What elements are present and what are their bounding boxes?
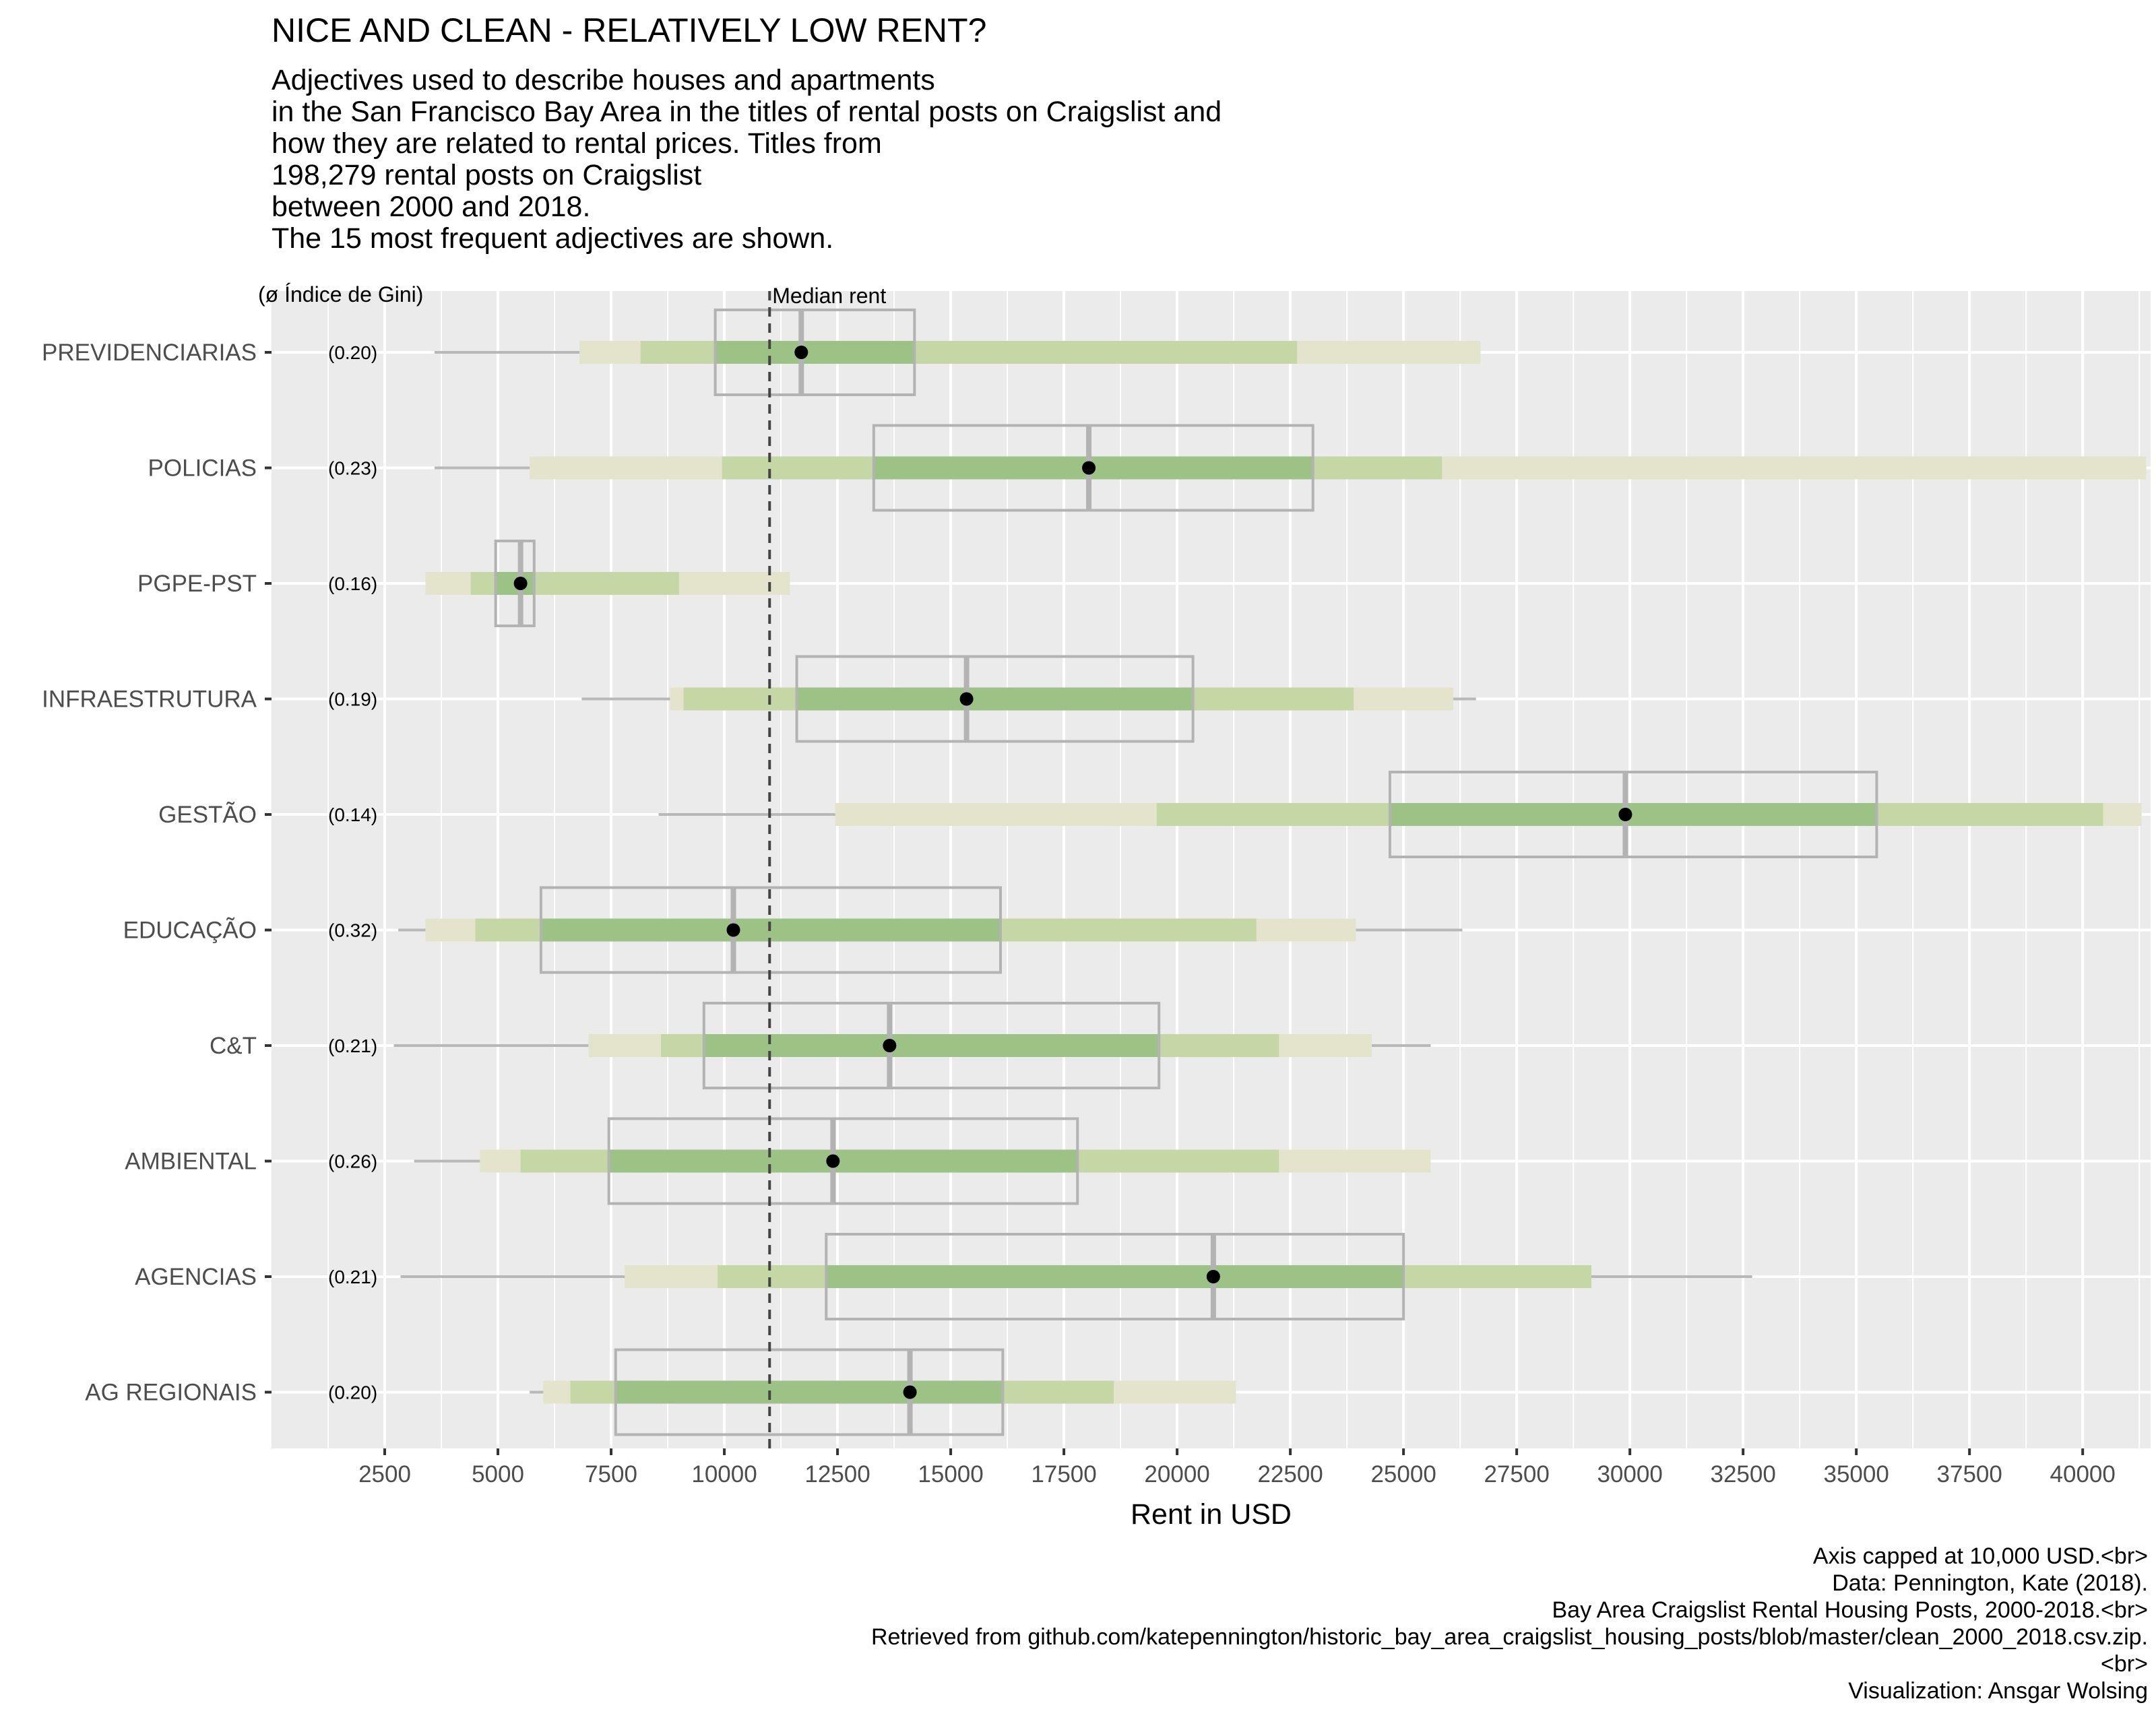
- median-point: [726, 923, 740, 937]
- box-outline: [825, 1233, 1405, 1320]
- box-outline: [702, 1002, 1161, 1089]
- category-label: AGENCIAS: [135, 1264, 257, 1290]
- x-tick-label: 40000: [2050, 1461, 2116, 1487]
- category-label: PGPE-PST: [137, 571, 257, 597]
- median-point: [794, 346, 808, 359]
- band-inner: [796, 687, 1193, 711]
- caption-line: Axis capped at 10,000 USD.<br>: [1813, 1543, 2148, 1569]
- x-tick-label: 25000: [1370, 1461, 1436, 1487]
- category-label: EDUCAÇÃO: [123, 918, 257, 944]
- category-label: GESTÃO: [158, 802, 257, 828]
- x-tick-label: 5000: [472, 1461, 524, 1487]
- category-label: PREVIDENCIARIAS: [42, 340, 257, 366]
- x-tick-label: 2500: [358, 1461, 411, 1487]
- band-inner: [608, 1149, 1078, 1173]
- x-tick-label: 37500: [1937, 1461, 2002, 1487]
- box-outline: [872, 424, 1314, 512]
- caption-line: <br>: [2101, 1651, 2148, 1677]
- box-outline: [714, 309, 916, 396]
- x-tick-label: 22500: [1257, 1461, 1323, 1487]
- chart-subtitle-line: 198,279 rental posts on Craigslist: [272, 159, 701, 191]
- box-outline: [614, 1348, 1005, 1436]
- caption-line: Retrieved from github.com/katepennington…: [871, 1624, 2148, 1650]
- box-outline: [795, 655, 1195, 743]
- median-point: [513, 577, 528, 590]
- caption-line: Data: Pennington, Kate (2018).: [1832, 1570, 2148, 1596]
- x-tick-label: 10000: [691, 1461, 757, 1487]
- median-point: [1618, 808, 1632, 821]
- x-tick-label: 7500: [585, 1461, 637, 1487]
- x-tick-label: 27500: [1484, 1461, 1549, 1487]
- x-tick-label: 17500: [1031, 1461, 1096, 1487]
- chart-title: NICE AND CLEAN - RELATIVELY LOW RENT?: [272, 11, 986, 49]
- median-rent-label: Median rent: [772, 284, 886, 308]
- gini-value: (0.19): [328, 689, 377, 710]
- chart-subtitle-line: The 15 most frequent adjectives are show…: [272, 222, 833, 255]
- caption-line: Visualization: Ansgar Wolsing: [1848, 1678, 2148, 1704]
- chart-subtitle-line: in the San Francisco Bay Area in the tit…: [272, 96, 1222, 128]
- band-inner: [826, 1265, 1404, 1288]
- caption-line: Bay Area Craigslist Rental Housing Posts…: [1552, 1597, 2149, 1623]
- gini-header: (ø Índice de Gini): [258, 282, 423, 307]
- x-tick-label: 12500: [804, 1461, 870, 1487]
- median-point: [959, 692, 974, 706]
- x-tick-label: 35000: [1824, 1461, 1889, 1487]
- x-tick-label: 20000: [1144, 1461, 1209, 1487]
- gini-value: (0.21): [328, 1035, 377, 1056]
- median-point: [903, 1385, 917, 1399]
- chart-subtitle-line: Adjectives used to describe houses and a…: [272, 64, 935, 96]
- category-label: AG REGIONAIS: [85, 1380, 257, 1406]
- chart-subtitle-line: how they are related to rental prices. T…: [272, 127, 882, 160]
- gini-value: (0.32): [328, 920, 377, 941]
- x-tick-label: 30000: [1597, 1461, 1662, 1487]
- gini-value: (0.16): [328, 573, 377, 594]
- box-outline: [494, 540, 536, 627]
- gini-value: (0.14): [328, 804, 377, 825]
- chart-subtitle-line: between 2000 and 2018.: [272, 191, 590, 223]
- box-outline: [607, 1117, 1079, 1205]
- median-point: [826, 1154, 840, 1168]
- category-label: POLICIAS: [148, 455, 257, 482]
- x-tick-label: 15000: [918, 1461, 983, 1487]
- median-point: [1206, 1270, 1220, 1283]
- band-inner: [715, 341, 915, 364]
- category-label: INFRAESTRUTURA: [42, 686, 257, 713]
- gini-value: (0.20): [328, 342, 377, 363]
- gini-value: (0.21): [328, 1267, 377, 1287]
- band-inner: [1389, 803, 1877, 826]
- category-label: AMBIENTAL: [125, 1149, 257, 1175]
- x-tick-label: 32500: [1710, 1461, 1775, 1487]
- gini-value: (0.23): [328, 458, 377, 479]
- band-inner: [615, 1380, 1003, 1404]
- box-outline: [1388, 771, 1878, 858]
- x-axis-title: Rent in USD: [1131, 1498, 1292, 1531]
- category-label: C&T: [210, 1033, 257, 1059]
- gini-value: (0.20): [328, 1382, 377, 1403]
- gini-value: (0.26): [328, 1151, 377, 1172]
- median-point: [883, 1039, 897, 1052]
- median-point: [1082, 461, 1096, 475]
- band-inner: [703, 1034, 1160, 1057]
